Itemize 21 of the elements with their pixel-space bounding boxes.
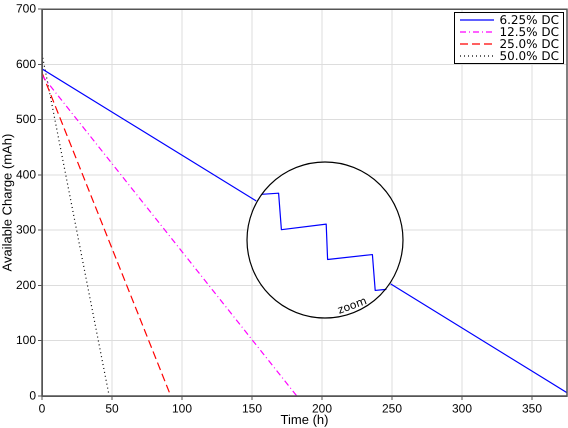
y-tick-label: 300 bbox=[16, 222, 36, 237]
legend-label: 6.25% DC bbox=[499, 13, 559, 28]
x-tick-label: 250 bbox=[382, 402, 402, 416]
y-tick-label: 200 bbox=[16, 278, 36, 292]
legend-label: 12.5% DC bbox=[499, 25, 559, 40]
y-tick-label: 100 bbox=[16, 333, 36, 348]
y-tick-label: 400 bbox=[16, 167, 36, 182]
x-tick-label: 100 bbox=[172, 402, 192, 416]
y-tick-label: 600 bbox=[16, 56, 36, 71]
x-tick-label: 0 bbox=[38, 402, 46, 416]
annotation: zoom bbox=[336, 294, 368, 317]
legend-label: 25.0% DC bbox=[499, 37, 559, 52]
x-tick-label: 300 bbox=[452, 402, 472, 416]
x-tick-label: 50 bbox=[105, 402, 119, 416]
y-tick-label: 700 bbox=[16, 2, 36, 16]
y-tick-label: 500 bbox=[16, 112, 36, 126]
y-tick-label: 0 bbox=[29, 388, 36, 402]
x-tick-label: 350 bbox=[522, 402, 542, 416]
y-axis-title: Available Charge (mAh) bbox=[0, 134, 14, 272]
x-tick-label: 150 bbox=[242, 402, 262, 416]
legend-label: 50.0% DC bbox=[499, 49, 559, 64]
